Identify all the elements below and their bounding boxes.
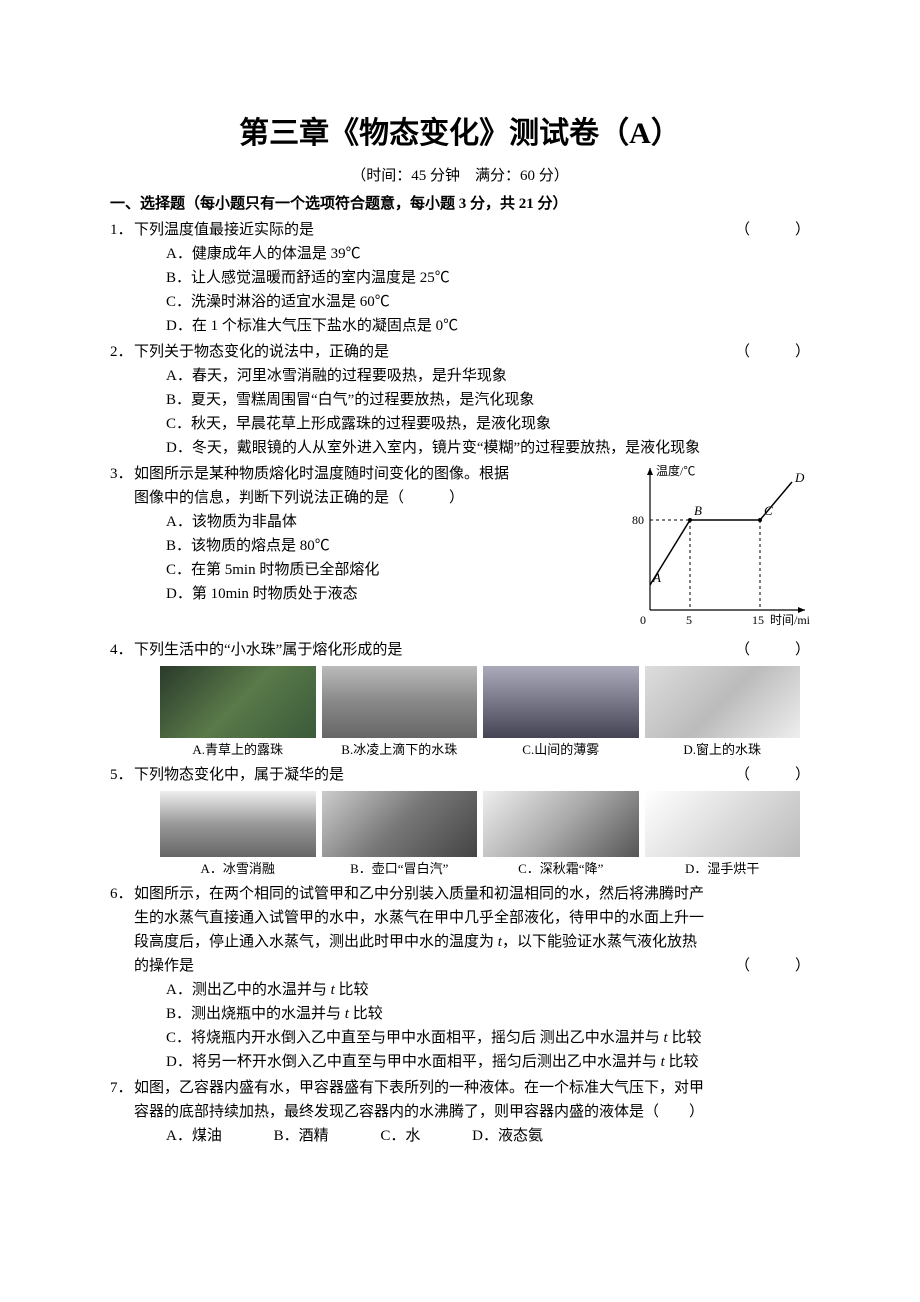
- q5-cap-d: D．湿手烘干: [645, 859, 801, 880]
- answer-blank: （ ）: [735, 638, 810, 662]
- q4-number: 4．: [110, 638, 133, 662]
- q7-stem-l1: 如图，乙容器内盛有水，甲容器盛有下表所列的一种液体。在一个标准大气压下，对甲: [134, 1080, 704, 1096]
- question-2: 2． 下列关于物态变化的说法中，正确的是 （ ） A．春天，河里冰雪消融的过程要…: [110, 340, 810, 460]
- q6-number: 6．: [110, 882, 133, 906]
- chart-point-b: B: [694, 503, 702, 518]
- q4-image-b: B.冰凌上滴下的水珠: [322, 666, 478, 761]
- melting-chart: 温度/℃ 时间/min 80 5 15 0 A B C D: [620, 460, 810, 630]
- q6-option-b: B．测出烧瓶中的水温并与 t 比较: [166, 1002, 810, 1026]
- q6-stem-l3: 段高度后，停止通入水蒸气，测出此时甲中水的温度为 t，以下能验证水蒸气液化放热: [110, 930, 810, 954]
- q7-option-c: C．水: [380, 1124, 420, 1148]
- q7-option-b: B．酒精: [274, 1124, 329, 1148]
- chart-point-a: A: [652, 570, 661, 585]
- answer-blank: （ ）: [735, 218, 810, 242]
- q3-number: 3．: [110, 462, 133, 486]
- q2-option-b: B．夏天，雪糕周围冒“白气”的过程要放热，是汽化现象: [166, 388, 810, 412]
- q4-cap-a: A.青草上的露珠: [160, 740, 316, 761]
- q2-number: 2．: [110, 340, 133, 364]
- q6-option-c: C．将烧瓶内开水倒入乙中直至与甲中水面相平，摇匀后 测出乙中水温并与 t 比较: [166, 1026, 810, 1050]
- q5-image-b: B．壶口“冒白汽”: [322, 791, 478, 880]
- q5-cap-a: A．冰雪消融: [160, 859, 316, 880]
- q7-number: 7．: [110, 1076, 133, 1100]
- chart-x-tick-1: 5: [686, 613, 692, 627]
- q4-image-d: D.窗上的水珠: [645, 666, 801, 761]
- chart-y-tick: 80: [632, 513, 644, 527]
- q6-stem-l1: 如图所示，在两个相同的试管甲和乙中分别装入质量和初温相同的水，然后将沸腾时产: [134, 886, 704, 902]
- q4-image-a: A.青草上的露珠: [160, 666, 316, 761]
- question-1: 1． 下列温度值最接近实际的是 （ ） A．健康成年人的体温是 39℃ B．让人…: [110, 218, 810, 338]
- question-4: 4． 下列生活中的“小水珠”属于熔化形成的是 （ ） A.青草上的露珠 B.冰凌…: [110, 638, 810, 761]
- chart-x-label: 时间/min: [770, 613, 810, 627]
- q5-cap-b: B．壶口“冒白汽”: [322, 859, 478, 880]
- q2-stem: 下列关于物态变化的说法中，正确的是: [134, 344, 389, 360]
- q5-image-d: D．湿手烘干: [645, 791, 801, 880]
- chart-x-tick-2: 15: [752, 613, 764, 627]
- q7-stem-l2: 容器的底部持续加热，最终发现乙容器内的水沸腾了，则甲容器内盛的液体是（ ）: [110, 1100, 810, 1124]
- q3-stem-line2: 图像中的信息，判断下列说法正确的是（ ）: [110, 486, 614, 510]
- q4-cap-d: D.窗上的水珠: [645, 740, 801, 761]
- q5-stem: 下列物态变化中，属于凝华的是: [134, 767, 344, 783]
- question-5: 5． 下列物态变化中，属于凝华的是 （ ） A．冰雪消融 B．壶口“冒白汽” C…: [110, 763, 810, 880]
- page-subtitle: （时间：45 分钟 满分：60 分）: [110, 164, 810, 188]
- answer-blank: （ ）: [735, 763, 810, 787]
- q5-cap-c: C．深秋霜“降”: [483, 859, 639, 880]
- exam-page: 第三章《物态变化》测试卷（A） （时间：45 分钟 满分：60 分） 一、选择题…: [0, 0, 920, 1302]
- chart-origin: 0: [640, 613, 646, 627]
- q5-image-a: A．冰雪消融: [160, 791, 316, 880]
- q1-option-d: D．在 1 个标准大气压下盐水的凝固点是 0℃: [166, 314, 810, 338]
- q2-option-d: D．冬天，戴眼镜的人从室外进入室内，镜片变“模糊”的过程要放热，是液化现象: [166, 436, 810, 460]
- q3-stem-line1: 如图所示是某种物质熔化时温度随时间变化的图像。根据: [134, 466, 509, 482]
- q2-option-a: A．春天，河里冰雪消融的过程要吸热，是升华现象: [166, 364, 810, 388]
- q7-option-d: D．液态氨: [472, 1124, 543, 1148]
- question-6: 6． 如图所示，在两个相同的试管甲和乙中分别装入质量和初温相同的水，然后将沸腾时…: [110, 882, 810, 1074]
- section-heading: 一、选择题（每小题只有一个选项符合题意，每小题 3 分，共 21 分）: [110, 192, 810, 216]
- answer-blank: （ ）: [735, 340, 810, 364]
- q1-number: 1．: [110, 218, 133, 242]
- q4-cap-b: B.冰凌上滴下的水珠: [322, 740, 478, 761]
- q3-option-c: C．在第 5min 时物质已全部熔化: [166, 558, 614, 582]
- chart-point-d: D: [794, 470, 805, 485]
- answer-blank: （ ）: [735, 954, 810, 978]
- page-title: 第三章《物态变化》测试卷（A）: [110, 110, 810, 158]
- q3-option-d: D．第 10min 时物质处于液态: [166, 582, 614, 606]
- q3-option-a: A．该物质为非晶体: [166, 510, 614, 534]
- q3-option-b: B．该物质的熔点是 80℃: [166, 534, 614, 558]
- q6-stem-l4: 的操作是: [134, 958, 194, 974]
- q6-option-d: D．将另一杯开水倒入乙中直至与甲中水面相平，摇匀后测出乙中水温并与 t 比较: [166, 1050, 810, 1074]
- question-3: 3． 如图所示是某种物质熔化时温度随时间变化的图像。根据 图像中的信息，判断下列…: [110, 462, 810, 630]
- question-7: 7． 如图，乙容器内盛有水，甲容器盛有下表所列的一种液体。在一个标准大气压下，对…: [110, 1076, 810, 1148]
- q4-stem: 下列生活中的“小水珠”属于熔化形成的是: [134, 642, 402, 658]
- chart-point-c: C: [764, 503, 773, 518]
- q4-image-c: C.山间的薄雾: [483, 666, 639, 761]
- q1-stem: 下列温度值最接近实际的是: [134, 222, 314, 238]
- q1-option-a: A．健康成年人的体温是 39℃: [166, 242, 810, 266]
- q1-option-c: C．洗澡时淋浴的适宜水温是 60℃: [166, 290, 810, 314]
- q6-option-a: A．测出乙中的水温并与 t 比较: [166, 978, 810, 1002]
- q5-number: 5．: [110, 763, 133, 787]
- q7-option-a: A．煤油: [166, 1124, 222, 1148]
- q1-option-b: B．让人感觉温暖而舒适的室内温度是 25℃: [166, 266, 810, 290]
- q2-option-c: C．秋天，早晨花草上形成露珠的过程要吸热，是液化现象: [166, 412, 810, 436]
- q4-cap-c: C.山间的薄雾: [483, 740, 639, 761]
- chart-y-label: 温度/℃: [656, 463, 695, 478]
- q5-image-c: C．深秋霜“降”: [483, 791, 639, 880]
- q6-stem-l2: 生的水蒸气直接通入试管甲的水中，水蒸气在甲中几乎全部液化，待甲中的水面上升一: [110, 906, 810, 930]
